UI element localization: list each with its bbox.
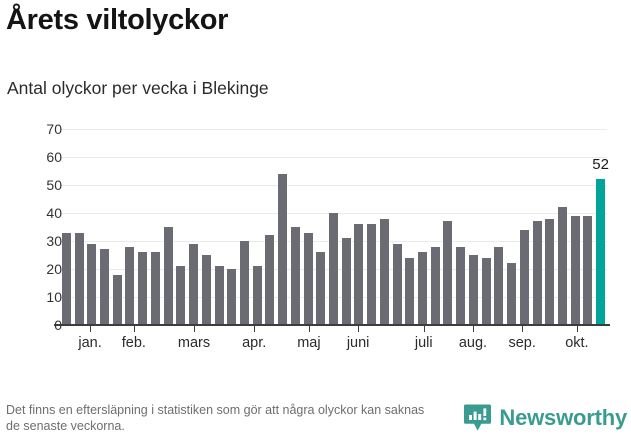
page-title: Årets viltolyckor	[6, 4, 229, 36]
bar[interactable]	[278, 173, 288, 325]
bar[interactable]	[456, 246, 466, 325]
x-axis-tick-label: jan.	[78, 335, 102, 351]
x-axis-tick-label: sep.	[508, 335, 536, 351]
y-axis-tick-label: 10	[46, 289, 62, 305]
bar[interactable]	[583, 215, 593, 325]
x-axis-tick	[133, 325, 135, 332]
x-axis: jan. feb. mars apr. maj juni juli aug. sep. okt.	[60, 325, 607, 355]
y-axis-tick-label: 30	[46, 233, 62, 249]
bar[interactable]	[519, 229, 529, 325]
y-axis-tick-label: 60	[46, 149, 62, 165]
x-axis-tick-label: okt.	[565, 335, 589, 351]
x-axis-tick-label: juni	[346, 335, 370, 351]
bar[interactable]	[303, 232, 313, 325]
x-axis-tick	[472, 325, 474, 332]
bar[interactable]	[532, 221, 542, 325]
y-axis-tick-label: 70	[46, 121, 62, 137]
gridline	[60, 129, 607, 130]
bar[interactable]	[507, 263, 517, 325]
bar-series: 52	[60, 129, 609, 325]
bar[interactable]	[418, 252, 428, 325]
bar-chart: 52 0 10 20 30 40 50 60 70	[0, 118, 631, 333]
bar[interactable]	[87, 243, 97, 325]
bar[interactable]	[112, 274, 122, 325]
bar[interactable]	[227, 269, 237, 325]
bar-value-label: 52	[592, 156, 609, 174]
bar[interactable]	[481, 257, 491, 325]
x-axis-tick-label: feb.	[121, 335, 146, 351]
bar[interactable]	[329, 213, 338, 325]
bar[interactable]	[290, 227, 300, 325]
x-axis-tick-label: mars	[177, 335, 211, 351]
newsworthy-bar-chart-pin-icon	[463, 403, 492, 433]
bar[interactable]	[201, 255, 211, 325]
x-axis-tick	[194, 325, 195, 332]
bar[interactable]	[557, 207, 567, 325]
bar[interactable]	[316, 252, 326, 325]
bar[interactable]	[367, 224, 377, 325]
x-axis-tick-label: aug.	[458, 335, 488, 351]
bar[interactable]	[176, 266, 186, 325]
bar[interactable]	[61, 232, 71, 325]
bar[interactable]	[443, 221, 453, 325]
x-axis-tick-label: maj	[297, 335, 321, 351]
plot-area: 52	[54, 129, 610, 326]
bar[interactable]	[125, 246, 135, 325]
bar[interactable]	[430, 246, 440, 325]
bar[interactable]	[100, 249, 110, 325]
bar[interactable]	[570, 215, 580, 325]
bar[interactable]	[468, 255, 478, 325]
bar[interactable]	[74, 232, 84, 325]
x-axis-tick	[423, 325, 425, 332]
bar[interactable]	[405, 257, 415, 325]
bar[interactable]	[494, 246, 504, 325]
chart-subtitle: Antal olyckor per vecka i Blekinge	[7, 78, 269, 98]
bar[interactable]	[163, 227, 173, 325]
x-axis-tick	[522, 325, 524, 332]
bar[interactable]	[354, 224, 364, 325]
bar[interactable]	[392, 243, 402, 325]
newsworthy-logo: Newsworthy	[463, 403, 627, 433]
y-axis-tick-label: 50	[46, 177, 62, 193]
bar[interactable]	[379, 218, 389, 325]
bar[interactable]	[545, 218, 555, 325]
bar-highlighted[interactable]	[596, 179, 606, 325]
x-axis-tick-label: juli	[414, 335, 433, 351]
bar[interactable]	[252, 266, 262, 325]
x-axis-tick	[254, 325, 256, 332]
x-axis-tick	[308, 325, 310, 332]
y-axis-tick-label: 40	[46, 205, 62, 221]
y-axis-tick-label: 0	[54, 317, 62, 333]
bar[interactable]	[150, 252, 160, 325]
footnote: Det finns en eftersläpning i statistiken…	[6, 403, 425, 433]
bar[interactable]	[138, 252, 148, 325]
x-axis-tick	[576, 325, 578, 332]
bar[interactable]	[239, 241, 249, 325]
x-axis-tick	[90, 325, 92, 332]
x-axis-tick-label: apr.	[242, 335, 267, 351]
bar[interactable]	[189, 243, 199, 325]
y-axis-tick-label: 20	[46, 261, 62, 277]
brand-name: Newsworthy	[499, 405, 627, 430]
x-axis-tick	[358, 325, 360, 332]
gridline	[60, 157, 607, 158]
x-axis-line	[54, 324, 610, 326]
bar[interactable]	[341, 238, 351, 325]
bar[interactable]	[265, 235, 275, 325]
bar[interactable]	[214, 266, 224, 325]
gridline	[60, 185, 607, 186]
